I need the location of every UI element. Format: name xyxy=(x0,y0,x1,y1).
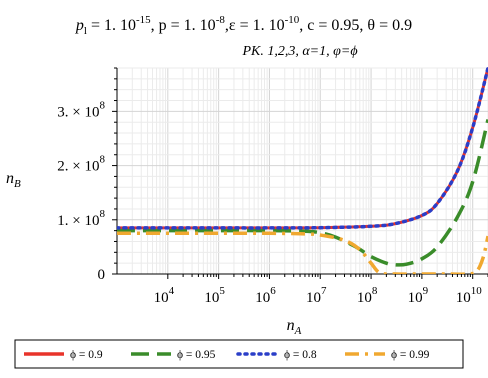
legend: ϕ = 0.9 ϕ = 0.95 ϕ = 0.8 ϕ = 0.99 xyxy=(14,339,464,369)
x-tick-label: 106 xyxy=(255,285,276,306)
x-tick-label-exp: 6 xyxy=(270,285,276,297)
chart-title-part: -8 xyxy=(216,14,226,26)
legend-label: ϕ = 0.99 xyxy=(391,349,430,361)
chart-subtitle: PK. 1,2,3, α=1, φ=ϕ xyxy=(241,44,357,59)
x-tick-label: 108 xyxy=(357,285,378,306)
chart-title-part: -10 xyxy=(285,14,300,26)
y-tick-label: 0 xyxy=(98,267,106,283)
chart-title-part: , p = 1. 10 xyxy=(151,17,216,34)
y-tick-label: 3. × 108 xyxy=(57,99,105,120)
y-tick-label-base: 3. × 10 xyxy=(57,104,99,120)
chart-title-part: p xyxy=(75,17,84,34)
x-axis-label: nA xyxy=(287,317,302,337)
y-tick-label: 1. × 108 xyxy=(57,208,105,229)
x-tick-label-exp: 4 xyxy=(169,285,175,297)
x-tick-label-exp: 10 xyxy=(471,285,483,297)
x-axis-label-main: n xyxy=(287,317,295,334)
chart-title-part: l xyxy=(84,25,87,37)
grid xyxy=(116,67,488,275)
y-axis-label-main: n xyxy=(6,170,14,187)
legend-label: ϕ = 0.95 xyxy=(177,349,216,361)
chart-title: pl = 1. 10-15, p = 1. 10-8,ε = 1. 10-10,… xyxy=(75,14,412,37)
y-axis-label: nB xyxy=(6,170,21,190)
y-tick-label-base: 0 xyxy=(98,267,106,283)
chart-title-part: = 1. 10 xyxy=(87,17,136,34)
x-tick-label-base: 10 xyxy=(255,290,270,306)
y-tick-label-base: 2. × 10 xyxy=(57,159,99,175)
x-tick-label: 1010 xyxy=(456,285,483,306)
chart-title-part: , c = 0.95, θ = 0.9 xyxy=(299,17,412,34)
x-tick-label: 105 xyxy=(204,285,225,306)
series-line-2 xyxy=(117,119,488,267)
x-tick-label-base: 10 xyxy=(357,290,372,306)
chart-title-part: ,ε = 1. 10 xyxy=(225,17,285,34)
y-tick-label: 2. × 108 xyxy=(57,154,105,175)
x-tick-label-base: 10 xyxy=(204,290,219,306)
y-tick-label-exp: 8 xyxy=(100,208,106,220)
x-tick-label-base: 10 xyxy=(408,290,423,306)
x-tick-label: 104 xyxy=(154,285,175,306)
x-tick-label-base: 10 xyxy=(456,290,471,306)
x-tick-label-exp: 9 xyxy=(423,285,429,297)
legend-label: ϕ = 0.8 xyxy=(284,349,317,361)
y-tick-label-exp: 8 xyxy=(100,99,106,111)
x-tick-label-exp: 7 xyxy=(321,285,327,297)
x-tick-label-base: 10 xyxy=(154,290,169,306)
series-line-3 xyxy=(117,66,488,230)
x-tick-label-base: 10 xyxy=(306,290,321,306)
x-tick-label: 109 xyxy=(408,285,429,306)
series-lines xyxy=(117,66,488,274)
x-tick-label: 107 xyxy=(306,285,327,306)
x-axis-label-sub: A xyxy=(294,325,302,337)
y-axis-label-sub: B xyxy=(14,178,21,190)
legend-label: ϕ = 0.9 xyxy=(70,349,103,361)
chart-title-part: -15 xyxy=(136,14,151,26)
series-line-4 xyxy=(117,231,488,274)
x-tick-label-exp: 5 xyxy=(219,285,225,297)
x-tick-label-exp: 8 xyxy=(372,285,378,297)
y-tick-label-base: 1. × 10 xyxy=(57,213,99,229)
y-tick-label-exp: 8 xyxy=(100,154,106,166)
